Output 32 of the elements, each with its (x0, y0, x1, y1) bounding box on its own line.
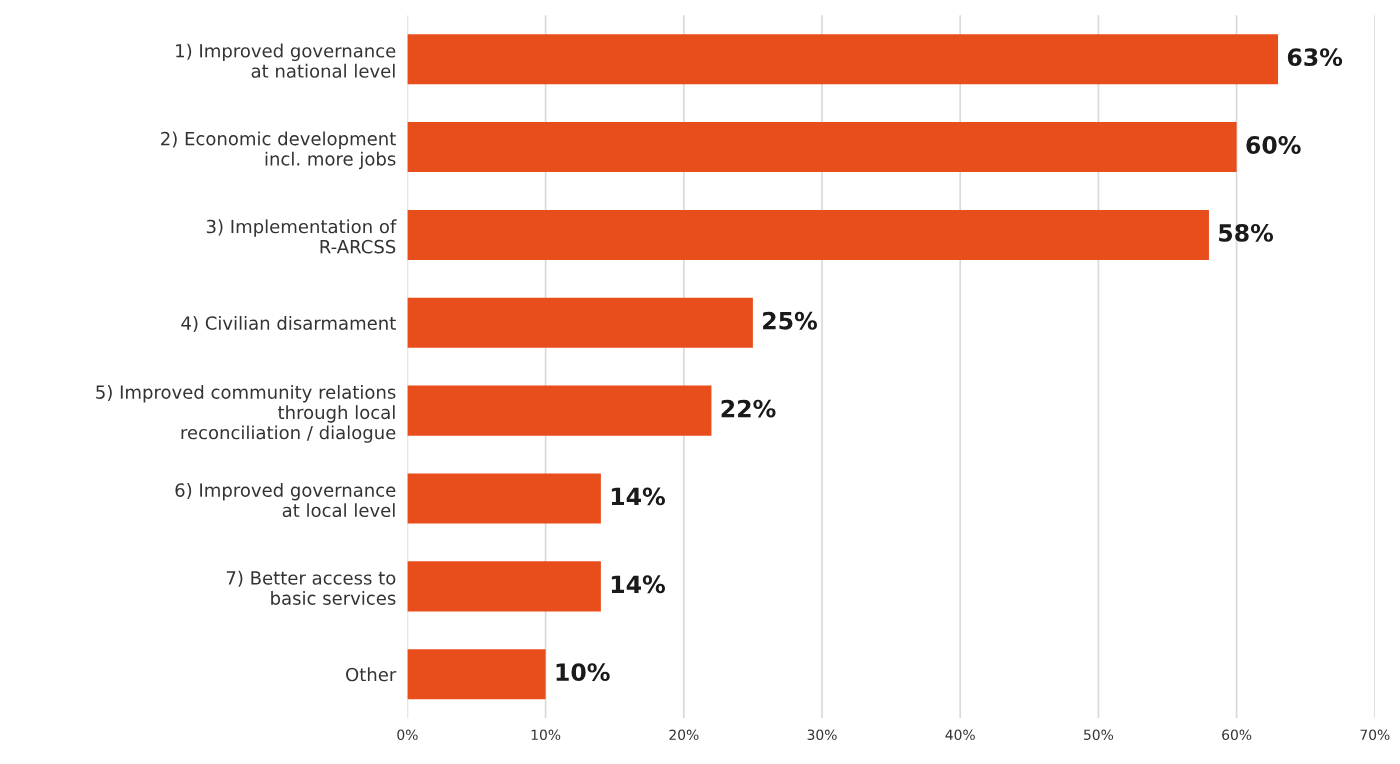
data-label: 22% (721, 399, 776, 418)
bar (407, 209, 1209, 260)
bar (407, 649, 546, 700)
x-tick-label: 0% (397, 729, 418, 741)
x-tick-label: 20% (669, 729, 699, 741)
x-tick-label: 50% (1084, 729, 1114, 741)
data-label: 25% (763, 311, 817, 330)
bar (407, 385, 712, 436)
y-tick-label: 1) Improved governance at national level (176, 43, 396, 78)
y-tick-label: 7) Better access to basic services (226, 570, 396, 605)
bar (407, 297, 753, 348)
bar (407, 561, 601, 612)
bar (407, 122, 1237, 173)
x-tick-label: 70% (1360, 729, 1390, 741)
data-label: 60% (1246, 136, 1301, 154)
y-tick-label: 3) Implementation of R-ARCSS (206, 219, 397, 254)
y-tick-label: 5) Improved community relations through local reconciliation / dialogue (96, 384, 396, 443)
y-tick-label: 2) Economic development incl. more jobs (161, 131, 396, 170)
y-tick-label: Other (346, 667, 397, 682)
x-tick-label: 10% (531, 729, 561, 741)
data-label: 10% (556, 663, 610, 682)
x-tick-label: 30% (807, 729, 837, 741)
data-label: 63% (1287, 48, 1343, 67)
x-tick-label: 40% (945, 729, 975, 741)
bar (407, 34, 1279, 85)
data-label: 14% (611, 487, 665, 506)
y-tick-label: 4) Civilian disarmament (181, 315, 396, 333)
x-tick-label: 60% (1222, 729, 1252, 741)
data-label: 14% (611, 575, 665, 594)
data-label: 58% (1219, 223, 1274, 242)
bar (407, 473, 601, 524)
y-tick-label: 6) Improved governance at local level (175, 482, 396, 518)
